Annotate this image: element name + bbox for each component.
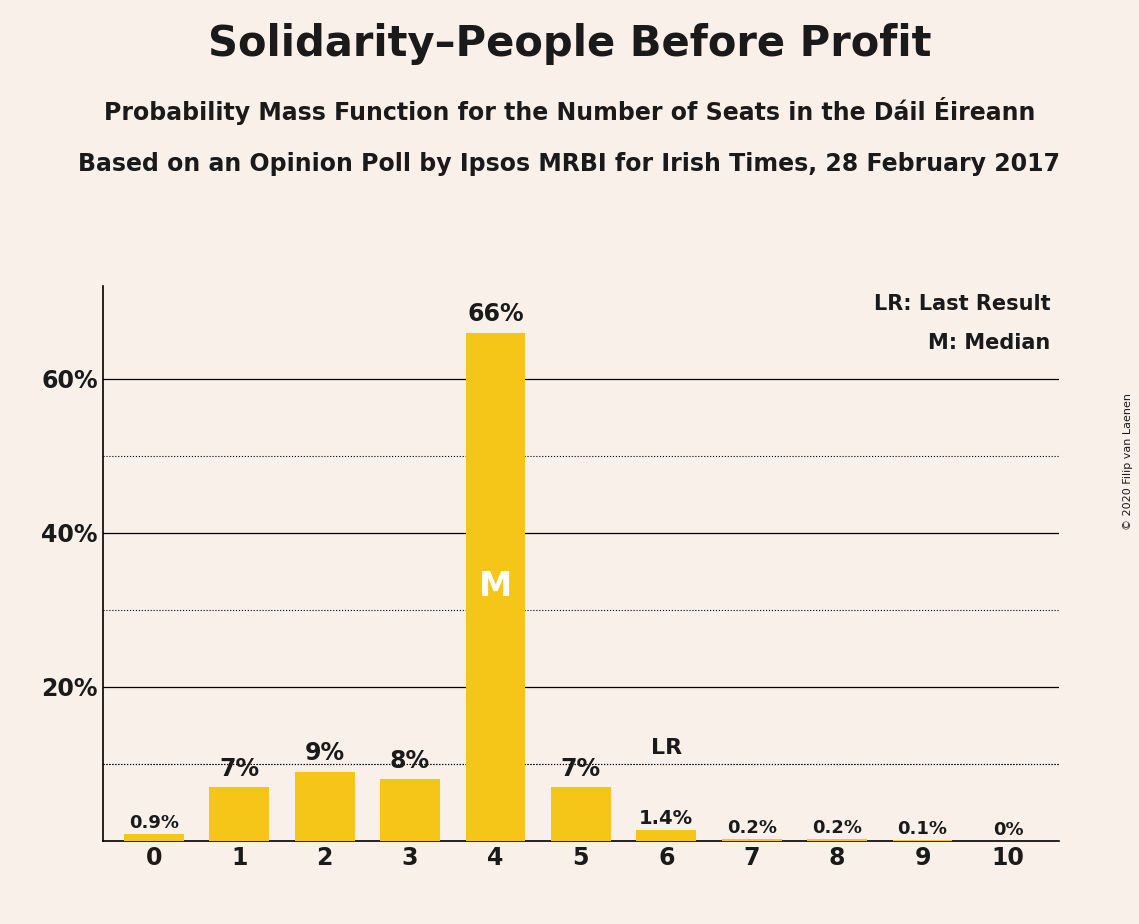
Text: 1.4%: 1.4%: [639, 808, 694, 828]
Text: 0.2%: 0.2%: [727, 819, 777, 837]
Bar: [295, 772, 354, 841]
Text: Based on an Opinion Poll by Ipsos MRBI for Irish Times, 28 February 2017: Based on an Opinion Poll by Ipsos MRBI f…: [79, 152, 1060, 176]
Bar: [124, 833, 183, 841]
Text: 7%: 7%: [560, 757, 601, 781]
Text: LR: LR: [650, 737, 682, 758]
Text: 0.2%: 0.2%: [812, 819, 862, 837]
Text: 8%: 8%: [390, 749, 431, 773]
Text: 66%: 66%: [467, 302, 524, 326]
Text: © 2020 Filip van Laenen: © 2020 Filip van Laenen: [1123, 394, 1133, 530]
Bar: [380, 779, 440, 841]
Text: LR: Last Result: LR: Last Result: [874, 294, 1050, 314]
Text: 9%: 9%: [304, 741, 345, 765]
Text: M: M: [478, 570, 513, 603]
Text: 7%: 7%: [219, 757, 260, 781]
Bar: [466, 333, 525, 841]
Bar: [551, 787, 611, 841]
Text: Probability Mass Function for the Number of Seats in the Dáil Éireann: Probability Mass Function for the Number…: [104, 97, 1035, 125]
Text: M: Median: M: Median: [928, 333, 1050, 353]
Bar: [637, 830, 696, 841]
Text: 0%: 0%: [993, 821, 1023, 839]
Bar: [722, 839, 781, 841]
Text: 0.9%: 0.9%: [129, 814, 179, 832]
Text: 0.1%: 0.1%: [898, 820, 948, 838]
Bar: [210, 787, 269, 841]
Bar: [808, 839, 867, 841]
Text: Solidarity–People Before Profit: Solidarity–People Before Profit: [207, 23, 932, 65]
